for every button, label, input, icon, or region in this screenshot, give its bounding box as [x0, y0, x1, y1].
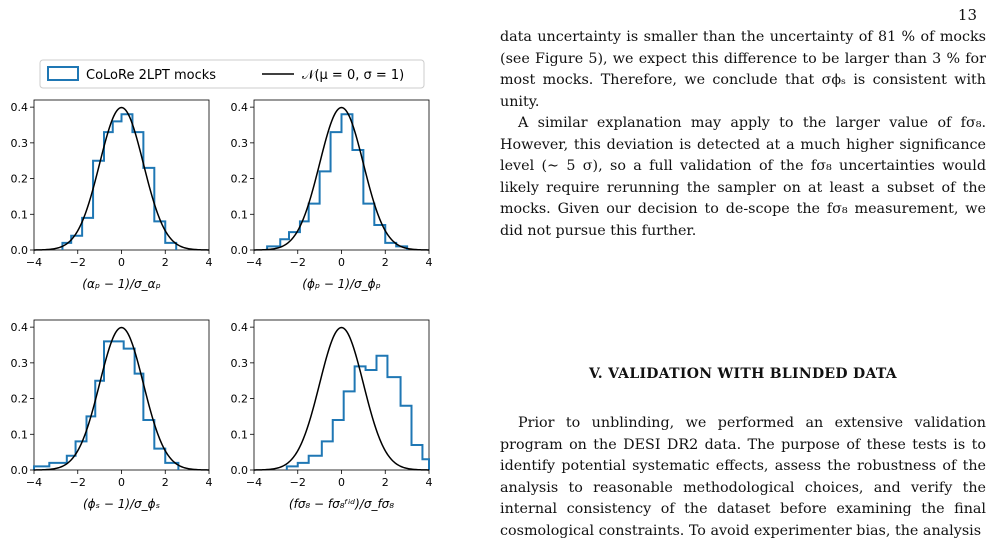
x-tick-label: −2 [70, 256, 86, 269]
y-tick-label: 0.3 [11, 137, 29, 150]
figure-canvas: CoLoRe 2LPT mocks 𝒩(μ = 0, σ = 1) −4 −2 0 2… [11, 59, 433, 511]
x-tick-label: −2 [70, 476, 86, 489]
x-tick-label: 4 [426, 256, 433, 269]
x-tick-label: 0 [338, 256, 345, 269]
y-tick-label: 0.2 [11, 173, 29, 186]
histogram-steps [61, 113, 178, 250]
paragraph-continuation: data uncertainty is smaller than the unc… [500, 29, 986, 110]
histogram-panel-3: −4 −2 0 2 4 0.0 0.1 0.2 0.3 0.4 (ϕₛ − 1)/σ_ϕₛ [11, 319, 213, 511]
x-tick-label: −4 [26, 476, 42, 489]
x-tick-label: −4 [246, 256, 262, 269]
paragraph-fsigma8: A similar explanation may apply to the l… [500, 115, 986, 239]
text-column-top: data uncertainty is smaller than the unc… [500, 27, 986, 242]
gaussian-curve [253, 106, 430, 251]
x-tick-label: −4 [246, 476, 262, 489]
x-tick-label: 4 [426, 476, 433, 489]
y-tick-label: 0.2 [231, 173, 249, 186]
x-tick-label: 0 [118, 476, 125, 489]
x-tick-label: 2 [162, 256, 169, 269]
y-tick-label: 0.4 [11, 321, 29, 334]
gaussian-curve [33, 106, 210, 251]
x-tick-label: 0 [338, 476, 345, 489]
legend-frame [39, 59, 425, 89]
page-number: 13 [957, 6, 977, 24]
x-axis-label: (ϕₚ − 1)/σ_ϕₚ [302, 277, 380, 291]
x-axis-label: (ϕₛ − 1)/σ_ϕₛ [83, 497, 160, 511]
histogram-panel-1: −4 −2 0 2 4 0.0 0.1 0.2 0.3 0.4 (αₚ − 1)/σ_αₚ [11, 99, 213, 291]
text-column-bottom: Prior to unblinding, we performed an ext… [500, 413, 986, 542]
legend-curve-label: 𝒩(μ = 0, σ = 1) [302, 68, 404, 83]
x-tick-label: 4 [206, 476, 213, 489]
x-tick-label: −2 [290, 476, 306, 489]
histogram-steps [266, 113, 409, 250]
y-tick-label: 0.1 [11, 208, 29, 221]
axes-frame [33, 319, 210, 471]
legend: CoLoRe 2LPT mocks 𝒩(μ = 0, σ = 1) [39, 59, 425, 89]
x-tick-label: 4 [206, 256, 213, 269]
y-tick-label: 0.1 [231, 208, 249, 221]
x-tick-label: −4 [26, 256, 42, 269]
legend-hist-swatch [47, 66, 79, 81]
y-tick-label: 0.4 [231, 101, 249, 114]
y-tick-label: 0.1 [231, 428, 249, 441]
histogram-steps [33, 340, 180, 470]
y-tick-label: 0.3 [11, 357, 29, 370]
y-tick-label: 0.4 [231, 321, 249, 334]
x-tick-label: 2 [382, 256, 389, 269]
y-tick-label: 0.0 [231, 464, 249, 477]
axes-frame [33, 99, 210, 251]
gaussian-curve [33, 326, 210, 471]
x-axis-label: (fσ₈ − fσ₈ᶠⁱᵈ)/σ_fσ₈ [289, 497, 394, 511]
x-tick-label: 2 [162, 476, 169, 489]
axes-frame [253, 319, 430, 471]
x-tick-label: 0 [118, 256, 125, 269]
histogram-panel-4: −4 −2 0 2 4 0.0 0.1 0.2 0.3 0.4 (fσ₈ − fσ₈ᶠⁱᵈ)/σ_f… [231, 319, 433, 511]
y-tick-label: 0.4 [11, 101, 29, 114]
histogram-steps [285, 354, 430, 470]
x-tick-label: −2 [290, 256, 306, 269]
x-tick-label: 2 [382, 476, 389, 489]
x-axis-label: (αₚ − 1)/σ_αₚ [82, 277, 160, 291]
y-tick-label: 0.0 [11, 464, 29, 477]
y-tick-label: 0.3 [231, 357, 249, 370]
gaussian-curve [253, 326, 430, 471]
y-tick-label: 0.3 [231, 137, 249, 150]
y-tick-label: 0.1 [11, 428, 29, 441]
paragraph-validation: Prior to unblinding, we performed an ext… [500, 415, 986, 539]
histogram-figure: CoLoRe 2LPT mocks 𝒩(μ = 0, σ = 1) −4 −2 0 2… [0, 52, 440, 552]
y-tick-label: 0.0 [231, 244, 249, 257]
y-tick-label: 0.2 [11, 393, 29, 406]
section-heading: V. VALIDATION WITH BLINDED DATA [589, 366, 897, 382]
y-tick-label: 0.2 [231, 393, 249, 406]
y-tick-label: 0.0 [11, 244, 29, 257]
histogram-panel-2: −4 −2 0 2 4 0.0 0.1 0.2 0.3 0.4 (ϕₚ − 1)/σ_ϕₚ [231, 99, 433, 291]
legend-hist-label: CoLoRe 2LPT mocks [86, 68, 216, 83]
